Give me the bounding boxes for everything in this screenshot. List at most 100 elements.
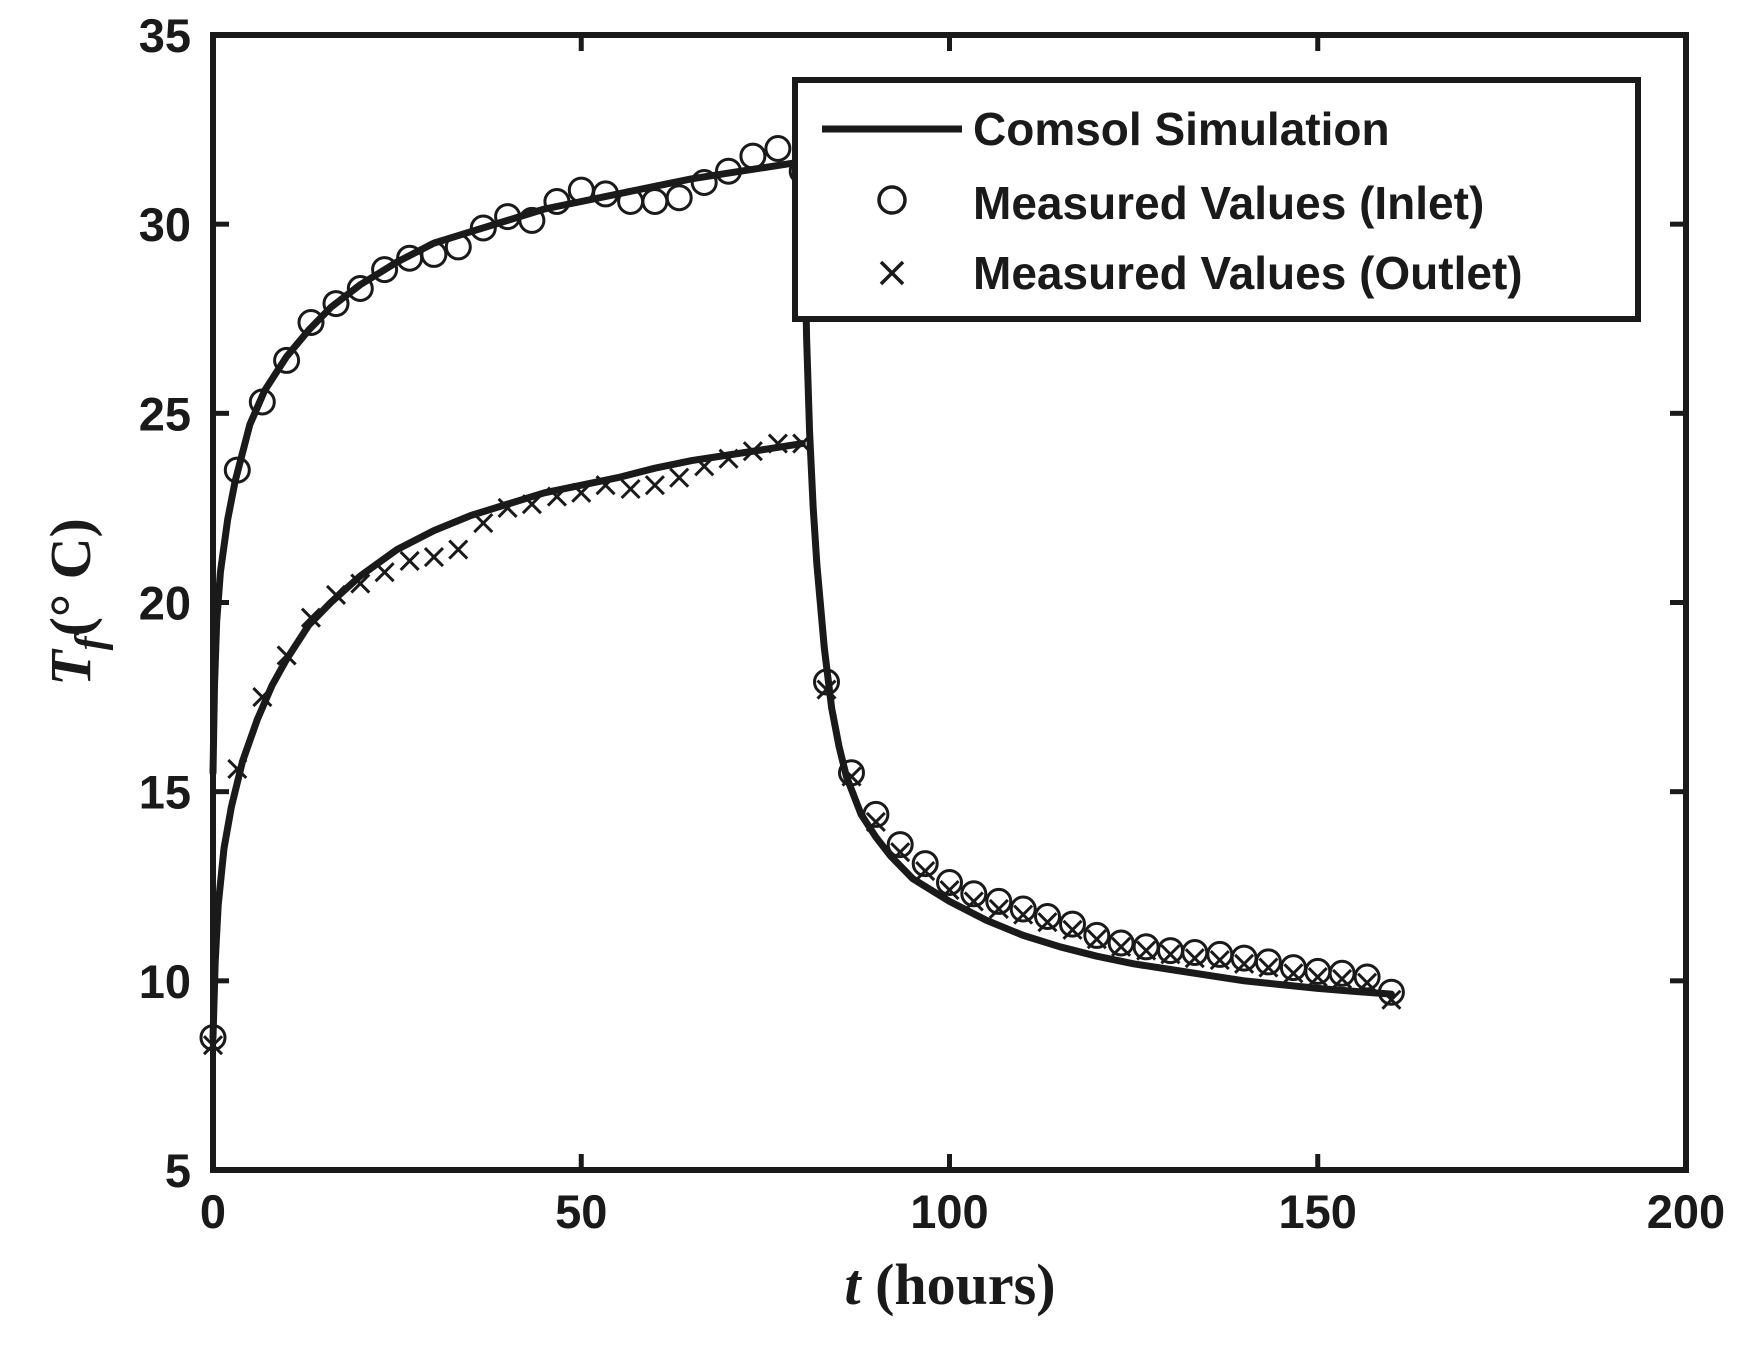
inlet-marker bbox=[764, 135, 792, 162]
inlet-marker bbox=[1157, 937, 1184, 965]
inlet-marker bbox=[420, 240, 448, 268]
outlet-marker-stroke bbox=[669, 467, 690, 488]
outlet-marker-stroke bbox=[1283, 963, 1304, 984]
outlet-marker bbox=[497, 497, 518, 518]
outlet-marker bbox=[374, 562, 395, 583]
y-tick-label: 5 bbox=[165, 1144, 191, 1197]
outlet-marker-stroke bbox=[546, 486, 568, 507]
inlet-marker bbox=[1181, 939, 1209, 966]
outlet-marker-stroke bbox=[325, 584, 347, 605]
outlet-marker bbox=[252, 687, 273, 708]
outlet-marker bbox=[325, 584, 347, 605]
inlet-marker bbox=[739, 142, 767, 170]
inlet-marker bbox=[1059, 910, 1086, 938]
inlet-marker bbox=[1279, 954, 1307, 982]
outlet-marker bbox=[792, 433, 813, 454]
outlet-marker bbox=[767, 433, 788, 454]
outlet-marker bbox=[890, 842, 911, 863]
outlet-marker-stroke bbox=[1331, 968, 1353, 990]
inlet-marker bbox=[469, 214, 497, 242]
inlet-marker bbox=[371, 256, 399, 284]
outlet-marker-stroke bbox=[890, 842, 911, 863]
outlet-marker bbox=[865, 811, 886, 832]
outlet-marker-stroke bbox=[1013, 904, 1034, 925]
outlet-marker-stroke bbox=[571, 482, 592, 503]
y-tick-label: 15 bbox=[139, 766, 191, 819]
outlet-marker-stroke bbox=[252, 687, 273, 708]
inlet-marker bbox=[911, 850, 939, 878]
outlet-marker-stroke bbox=[300, 607, 322, 628]
y-axis-variable: T bbox=[38, 648, 103, 686]
tick-layer: 0 50 100 150 200 5 10 15 20 25 30 35 bbox=[139, 9, 1725, 1238]
outlet-marker bbox=[1283, 963, 1304, 984]
inlet-marker bbox=[1083, 921, 1111, 949]
outlet-marker bbox=[1111, 936, 1132, 957]
legend-box bbox=[792, 77, 1641, 322]
outlet-marker-stroke bbox=[939, 879, 960, 901]
y-axis-title: Tf(° C) bbox=[38, 518, 114, 686]
inlet-marker bbox=[641, 188, 669, 215]
outlet-marker-stroke bbox=[988, 898, 1009, 920]
inlet-marker bbox=[886, 831, 914, 859]
inlet-marker bbox=[813, 668, 840, 696]
inlet-marker bbox=[985, 887, 1013, 915]
x-tick-label: 0 bbox=[200, 1185, 226, 1238]
inlet-marker bbox=[715, 157, 742, 185]
y-tick-label: 35 bbox=[139, 9, 191, 62]
inlet-marker bbox=[862, 800, 890, 828]
outlet-marker bbox=[1258, 957, 1279, 978]
outlet-marker bbox=[571, 482, 592, 503]
outlet-marker-stroke bbox=[767, 433, 788, 454]
legend: Comsol Simulation Measured Values (Inlet… bbox=[792, 77, 1641, 322]
outlet-marker-stroke bbox=[1136, 940, 1157, 961]
simulation-line-segment-3 bbox=[798, 158, 1395, 998]
inlet-marker bbox=[936, 869, 963, 896]
outlet-marker-stroke bbox=[1037, 912, 1058, 933]
outlet-marker bbox=[1160, 944, 1181, 965]
outlet-marker bbox=[718, 448, 739, 469]
simulation-line-segment-1 bbox=[209, 158, 806, 777]
outlet-marker bbox=[227, 758, 248, 780]
inlet-marker bbox=[1254, 948, 1282, 976]
outlet-marker-stroke bbox=[1381, 989, 1402, 1010]
outlet-marker bbox=[1234, 953, 1255, 974]
outlet-marker-stroke bbox=[423, 547, 445, 568]
outlet-marker-stroke bbox=[841, 766, 862, 787]
inlet-marker bbox=[1304, 957, 1332, 985]
outlet-marker bbox=[300, 607, 322, 628]
legend-x-marker bbox=[879, 260, 905, 286]
outlet-marker-stroke bbox=[792, 433, 813, 454]
outlet-marker-stroke bbox=[448, 539, 469, 560]
outlet-marker-stroke bbox=[595, 475, 616, 496]
plot-layer bbox=[199, 135, 1405, 1056]
outlet-marker bbox=[546, 486, 568, 507]
inlet-marker bbox=[518, 206, 546, 234]
outlet-marker bbox=[399, 550, 420, 571]
outlet-marker-stroke bbox=[1062, 919, 1083, 940]
outlet-marker bbox=[669, 467, 690, 488]
outlet-marker-stroke bbox=[227, 758, 248, 780]
outlet-marker bbox=[988, 898, 1009, 920]
outlet-marker-stroke bbox=[742, 441, 763, 462]
inlet-marker bbox=[1230, 944, 1258, 972]
outlet-marker-stroke bbox=[1111, 936, 1132, 957]
outlet-marker bbox=[694, 456, 715, 477]
outlet-marker bbox=[448, 539, 469, 560]
outlet-marker-stroke bbox=[963, 891, 984, 912]
y-tick-label: 20 bbox=[139, 577, 191, 630]
outlet-marker bbox=[939, 879, 960, 901]
x-tick-label: 100 bbox=[910, 1185, 988, 1238]
simulation-line-segment-2 bbox=[209, 440, 806, 1042]
outlet-marker-stroke bbox=[276, 645, 297, 666]
outlet-marker-stroke bbox=[718, 448, 739, 469]
outlet-marker bbox=[1062, 919, 1083, 940]
outlet-marker bbox=[521, 494, 542, 515]
outlet-marker-stroke bbox=[1258, 957, 1279, 978]
x-axis-title: t (hours) bbox=[844, 1252, 1055, 1317]
inlet-marker bbox=[960, 880, 988, 908]
legend-label-outlet: Measured Values (Outlet) bbox=[973, 247, 1523, 299]
outlet-marker-stroke bbox=[1357, 972, 1378, 993]
inlet-marker bbox=[1206, 940, 1234, 968]
